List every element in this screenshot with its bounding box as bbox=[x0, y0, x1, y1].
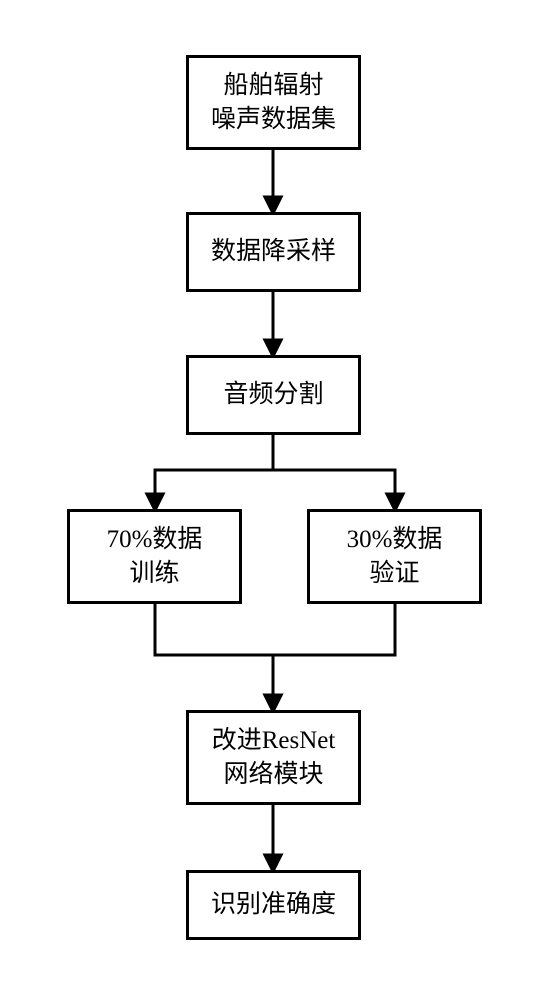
flowchart-node-n5: 30%数据 验证 bbox=[307, 509, 482, 604]
flowchart-arrows bbox=[0, 0, 549, 1000]
flowchart-node-n2: 数据降采样 bbox=[186, 212, 361, 292]
flowchart-node-n4: 70%数据 训练 bbox=[67, 509, 242, 604]
flowchart-node-n3: 音频分割 bbox=[186, 355, 361, 435]
node-label: 改进ResNet 网络模块 bbox=[212, 724, 336, 792]
flowchart-node-n1: 船舶辐射 噪声数据集 bbox=[186, 55, 361, 150]
node-label: 70%数据 训练 bbox=[107, 523, 203, 591]
node-label: 音频分割 bbox=[223, 378, 323, 412]
edge-n5-n6 bbox=[273, 604, 395, 710]
flowchart-node-n7: 识别准确度 bbox=[186, 870, 361, 940]
node-label: 数据降采样 bbox=[211, 235, 336, 269]
node-label: 识别准确度 bbox=[211, 888, 336, 922]
flowchart-node-n6: 改进ResNet 网络模块 bbox=[186, 710, 361, 805]
node-label: 船舶辐射 噪声数据集 bbox=[211, 69, 336, 137]
edge-n3-n4 bbox=[155, 435, 273, 509]
node-label: 30%数据 验证 bbox=[347, 523, 443, 591]
edge-n3-n5 bbox=[273, 435, 395, 509]
edge-n4-n6 bbox=[155, 604, 273, 710]
